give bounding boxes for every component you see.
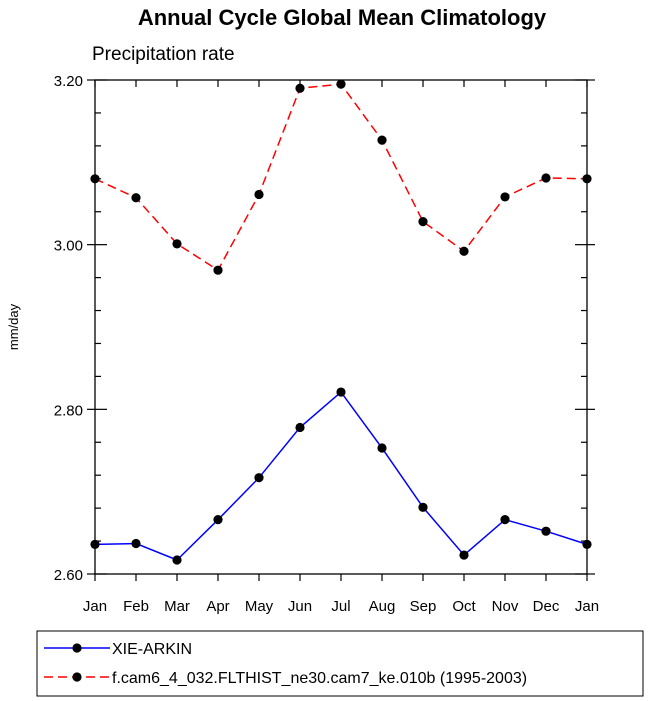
y-tick-labels: 2.60 2.80 3.00 3.20	[54, 73, 83, 584]
x-tick-label: Dec	[533, 598, 560, 615]
data-point	[336, 387, 346, 397]
legend: XIE-ARKIN f.cam6_4_032.FLTHIST_ne30.cam7_…	[44, 641, 527, 687]
x-tick-label: Nov	[492, 598, 519, 615]
y-tick-label: 2.60	[54, 567, 83, 584]
x-tick-label: May	[245, 598, 274, 615]
x-tick-label: Aug	[369, 598, 396, 615]
data-point	[172, 239, 182, 249]
y-tick-label: 3.20	[54, 73, 83, 90]
data-point	[582, 174, 592, 184]
x-tick-label: Oct	[452, 598, 476, 615]
x-tick-labels: Jan Feb Mar Apr May Jun Jul Aug Sep Oct Nov Dec Jan	[83, 598, 599, 615]
data-point	[418, 217, 428, 227]
data-point	[131, 193, 141, 203]
series-line-2	[94, 83, 588, 272]
data-point	[541, 173, 551, 183]
data-point	[295, 83, 305, 93]
y-tick-label: 3.00	[54, 238, 83, 255]
legend-box	[36, 630, 644, 697]
data-point	[336, 79, 346, 89]
x-tick-label: Mar	[164, 598, 190, 615]
x-tick-label: Sep	[410, 598, 437, 615]
y-axis-label: mm/day	[6, 303, 21, 350]
x-tick-label: Apr	[206, 598, 229, 615]
x-tick-label: Jul	[331, 598, 350, 615]
data-point	[418, 502, 428, 512]
data-point	[459, 246, 469, 256]
legend-label: XIE-ARKIN	[112, 641, 192, 658]
data-point	[541, 526, 551, 536]
data-point	[582, 539, 592, 549]
data-point	[500, 192, 510, 202]
data-point	[213, 515, 223, 525]
data-point	[172, 555, 182, 565]
y-tick-label: 2.80	[54, 402, 83, 419]
data-point	[254, 189, 264, 200]
x-tick-label: Jun	[288, 598, 312, 615]
legend-label: f.cam6_4_032.FLTHIST_ne30.cam7_ke.010b (…	[112, 670, 527, 687]
data-point	[377, 135, 387, 145]
data-point	[295, 422, 305, 433]
legend-marker	[72, 672, 82, 682]
chart-subtitle: Precipitation rate	[92, 44, 235, 65]
data-point	[500, 515, 510, 525]
legend-marker	[72, 643, 82, 653]
x-tick-label: Jan	[575, 598, 599, 615]
series-line-1	[94, 390, 588, 561]
plot-frame	[94, 79, 588, 575]
data-point	[90, 174, 100, 184]
data-point	[459, 550, 469, 560]
data-point	[213, 265, 223, 275]
x-tick-label: Feb	[123, 598, 149, 615]
series-group	[90, 79, 592, 565]
x-tick-label: Jan	[83, 598, 107, 615]
axis-ticks	[87, 79, 595, 581]
data-point	[90, 539, 100, 549]
data-point	[377, 443, 387, 453]
chart-title: Annual Cycle Global Mean Climatology	[138, 5, 547, 30]
data-point	[254, 473, 264, 483]
data-point	[131, 538, 141, 549]
